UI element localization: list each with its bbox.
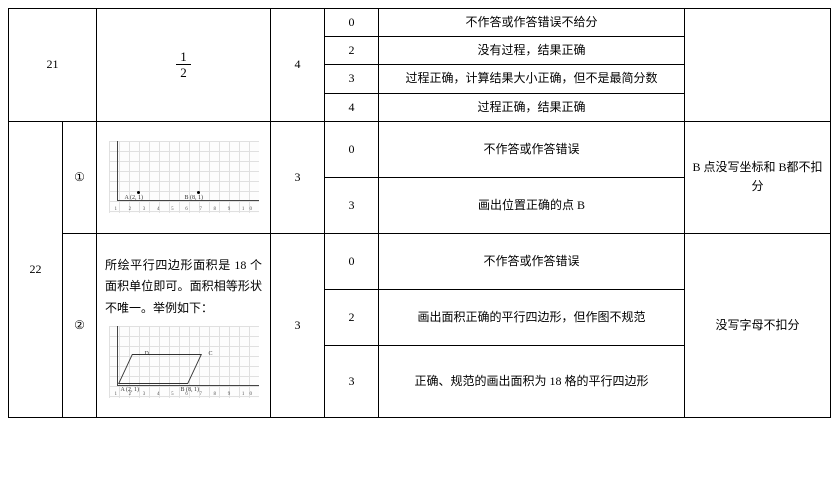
point-label: A (2, 1) (125, 194, 144, 204)
criteria-cell: 过程正确，计算结果大小正确，但不是最简分数 (379, 65, 685, 93)
question-number-cell: 22 (9, 121, 63, 417)
point-label: D (145, 350, 149, 360)
note-cell: B 点没写坐标和 B都不扣分 (685, 121, 831, 233)
fraction-answer: 1 2 (176, 49, 191, 81)
criteria-cell: 过程正确，结果正确 (379, 93, 685, 121)
answer-description: 所绘平行四边形面积是 18 个面积单位即可。面积相等形状不唯一。举例如下： (99, 251, 268, 324)
criteria-cell: 画出面积正确的平行四边形，但作图不规范 (379, 289, 685, 345)
grid-thumbnail: A (2, 1) B (8, 1) C D 1 2 3 4 5 6 7 8 9 … (109, 326, 259, 398)
subpart-cell: ① (63, 121, 97, 233)
table-row: 22 ① A (2, 1) B (8, 1) 1 2 3 4 5 6 7 8 9… (9, 121, 831, 177)
table-row: ② 所绘平行四边形面积是 18 个面积单位即可。面积相等形状不唯一。举例如下： … (9, 233, 831, 289)
note-cell: 没写字母不扣分 (685, 233, 831, 417)
score-cell: 2 (325, 37, 379, 65)
criteria-cell: 不作答或作答错误 (379, 121, 685, 177)
fraction-numerator: 1 (176, 49, 191, 66)
tick-labels: 1 2 3 4 5 6 7 8 9 10 11 12 13 14 15 (115, 391, 259, 399)
rubric-table: 21 1 2 4 0 不作答或作答错误不给分 2 没有过程，结果正确 3 过程正… (8, 8, 831, 418)
criteria-cell: 不作答或作答错误 (379, 233, 685, 289)
score-cell: 0 (325, 121, 379, 177)
circle-number-icon: ② (74, 316, 85, 335)
fraction-denominator: 2 (176, 65, 191, 81)
answer-cell: 1 2 (97, 9, 271, 122)
axis-vertical (117, 326, 118, 386)
answer-cell: A (2, 1) B (8, 1) 1 2 3 4 5 6 7 8 9 10 1… (97, 121, 271, 233)
criteria-cell: 没有过程，结果正确 (379, 37, 685, 65)
criteria-cell: 不作答或作答错误不给分 (379, 9, 685, 37)
criteria-cell: 画出位置正确的点 B (379, 177, 685, 233)
point-label: C (209, 350, 213, 360)
score-cell: 0 (325, 233, 379, 289)
table-row: 21 1 2 4 0 不作答或作答错误不给分 (9, 9, 831, 37)
points-cell: 3 (271, 233, 325, 417)
axis-vertical (117, 141, 118, 201)
question-number-cell: 21 (9, 9, 97, 122)
score-cell: 2 (325, 289, 379, 345)
score-cell: 4 (325, 93, 379, 121)
note-cell (685, 9, 831, 122)
circle-number-icon: ① (74, 168, 85, 187)
score-cell: 3 (325, 345, 379, 417)
point-label: B (8, 1) (185, 194, 204, 204)
score-cell: 3 (325, 177, 379, 233)
grid-thumbnail: A (2, 1) B (8, 1) 1 2 3 4 5 6 7 8 9 10 1… (109, 141, 259, 213)
tick-labels: 1 2 3 4 5 6 7 8 9 10 11 12 13 14 15 (115, 206, 259, 214)
score-cell: 0 (325, 9, 379, 37)
points-cell: 3 (271, 121, 325, 233)
parallelogram-shape (118, 354, 202, 384)
answer-cell: 所绘平行四边形面积是 18 个面积单位即可。面积相等形状不唯一。举例如下： A … (97, 233, 271, 417)
criteria-cell: 正确、规范的画出面积为 18 格的平行四边形 (379, 345, 685, 417)
points-cell: 4 (271, 9, 325, 122)
subpart-cell: ② (63, 233, 97, 417)
score-cell: 3 (325, 65, 379, 93)
